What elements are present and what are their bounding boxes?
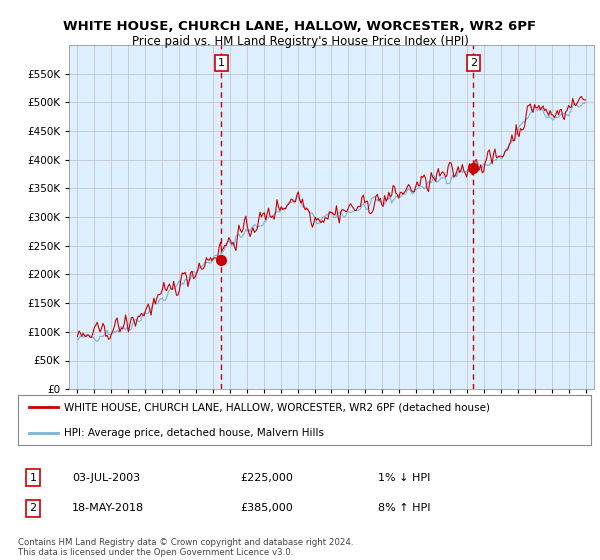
- Text: 03-JUL-2003: 03-JUL-2003: [72, 473, 140, 483]
- Text: HPI: Average price, detached house, Malvern Hills: HPI: Average price, detached house, Malv…: [64, 428, 324, 437]
- Text: Price paid vs. HM Land Registry's House Price Index (HPI): Price paid vs. HM Land Registry's House …: [131, 35, 469, 48]
- Text: £385,000: £385,000: [240, 503, 293, 514]
- Text: 8% ↑ HPI: 8% ↑ HPI: [378, 503, 431, 514]
- Text: 2: 2: [29, 503, 37, 514]
- Text: 1: 1: [29, 473, 37, 483]
- Text: 2: 2: [470, 58, 477, 68]
- Text: WHITE HOUSE, CHURCH LANE, HALLOW, WORCESTER, WR2 6PF: WHITE HOUSE, CHURCH LANE, HALLOW, WORCES…: [64, 20, 536, 32]
- Text: 18-MAY-2018: 18-MAY-2018: [72, 503, 144, 514]
- Text: £225,000: £225,000: [240, 473, 293, 483]
- Text: WHITE HOUSE, CHURCH LANE, HALLOW, WORCESTER, WR2 6PF (detached house): WHITE HOUSE, CHURCH LANE, HALLOW, WORCES…: [64, 403, 490, 412]
- Text: 1: 1: [218, 58, 225, 68]
- Text: Contains HM Land Registry data © Crown copyright and database right 2024.
This d: Contains HM Land Registry data © Crown c…: [18, 538, 353, 557]
- Text: 1% ↓ HPI: 1% ↓ HPI: [378, 473, 430, 483]
